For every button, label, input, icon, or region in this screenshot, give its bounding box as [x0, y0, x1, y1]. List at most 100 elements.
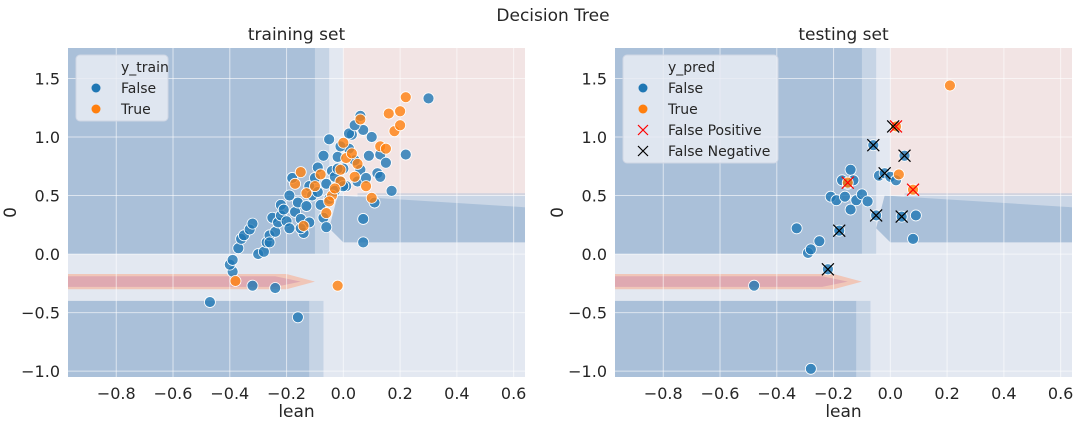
point-false: [839, 190, 851, 203]
point-true: [892, 168, 905, 181]
y-tick-label: 0.0: [582, 245, 607, 264]
point-false: [269, 282, 282, 294]
point-true: [394, 119, 407, 132]
point-false: [283, 222, 296, 235]
legend-box: [622, 54, 779, 164]
x-tick-label: 0.2: [934, 384, 959, 403]
point-false: [246, 279, 259, 292]
legend-entry-label: False Positive: [668, 123, 762, 139]
point-false-negative-x: [898, 149, 911, 163]
region-red-band: [615, 276, 848, 287]
y-tick-label: 0.0: [35, 245, 60, 264]
x-tick-label: −0.6: [154, 384, 193, 403]
point-false: [320, 221, 333, 234]
region-blue-lower-left: [68, 300, 310, 377]
legend-marker-dot: [638, 104, 648, 114]
region-pink-upper-right: [343, 48, 525, 196]
point-false: [300, 200, 313, 212]
point-false: [283, 189, 296, 202]
point-false-positive-x: [906, 183, 920, 197]
legend-marker-dot: [91, 104, 101, 114]
legend-title: y_train: [121, 60, 169, 76]
point-false: [277, 203, 290, 216]
point-false: [790, 222, 803, 235]
point-false-negative-x: [832, 224, 846, 238]
legend-marker-x: [637, 145, 649, 157]
scatter-points: [748, 79, 956, 375]
point-false-negative-x: [895, 210, 909, 224]
point-false: [357, 213, 370, 225]
y-tick-label: −0.5: [568, 304, 607, 323]
legend-marker-dot: [91, 83, 101, 93]
point-true: [354, 113, 367, 126]
point-false: [380, 156, 392, 169]
x-tick-label: 0.4: [444, 384, 469, 403]
point-false: [861, 195, 874, 208]
x-tick-label: 0.4: [991, 384, 1016, 403]
x-tick-label: 0.0: [878, 384, 903, 403]
x-tick-label: −0.4: [757, 384, 796, 403]
y-tick-label: 1.5: [582, 69, 607, 88]
region-blue-right-band: [876, 195, 1072, 243]
legend-marker-dot: [638, 83, 648, 93]
x-tick-label: −0.4: [210, 384, 249, 403]
y-tick-label: 1.0: [35, 128, 60, 147]
point-false: [844, 163, 857, 176]
point-true: [337, 136, 350, 149]
point-true: [300, 187, 313, 200]
point-false: [374, 170, 387, 183]
y-tick-label: 0.5: [35, 187, 60, 206]
point-true: [334, 163, 347, 176]
point-true: [365, 191, 378, 204]
point-false: [813, 235, 826, 248]
point-false-positive-x: [889, 120, 903, 133]
y-tick-label: 1.0: [582, 128, 607, 147]
point-false-negative-x: [866, 138, 880, 152]
point-true: [345, 147, 358, 160]
point-true: [394, 105, 407, 118]
point-true: [399, 91, 412, 104]
y-axis-label: 0: [548, 207, 568, 218]
x-tick-label: −0.8: [644, 384, 683, 403]
point-false: [292, 311, 304, 324]
point-true: [314, 168, 327, 181]
point-false: [399, 148, 412, 161]
legend-entry-label: False: [121, 81, 156, 97]
scatter-points: [204, 91, 435, 324]
legend-box: [75, 54, 169, 122]
point-true: [382, 107, 395, 120]
figure-suptitle: Decision Tree: [496, 6, 609, 26]
x-tick-label: −0.2: [267, 384, 306, 403]
legend-marker-x: [637, 124, 649, 136]
y-tick-label: −1.0: [568, 362, 607, 381]
decision-regions: [615, 48, 1072, 377]
point-true: [289, 177, 301, 190]
legend-entry-label: True: [120, 102, 151, 118]
region-blue-right-band-edge: [357, 193, 525, 208]
point-false: [907, 232, 919, 245]
x-tick-label: −0.8: [97, 384, 136, 403]
point-false: [226, 254, 239, 266]
x-tick-label: 0.0: [331, 384, 356, 403]
x-tick-label: 0.6: [1048, 384, 1073, 403]
training-set-panel: −0.8 −0.6 −0.4 −0.2 0.0 0.2 0.4 0.6 1.5 1.0 0.5 0.0…: [1, 25, 526, 422]
x-tick-label: −0.2: [814, 384, 853, 403]
panel-title: training set: [248, 25, 346, 45]
point-true: [229, 275, 242, 287]
point-false-negative-x: [886, 120, 900, 133]
point-false: [909, 209, 922, 222]
point-false: [362, 149, 375, 162]
legend-entry-label: True: [667, 102, 698, 118]
region-blue-right-band-edge: [904, 193, 1072, 208]
region-blue-lower-transition: [309, 300, 324, 377]
point-false: [422, 92, 435, 105]
point-true: [380, 142, 392, 155]
x-tick-label: 0.2: [387, 384, 412, 403]
point-false: [804, 362, 817, 375]
y-tick-label: 0.5: [582, 187, 607, 206]
y-tick-label: 1.5: [35, 69, 60, 88]
point-false: [804, 243, 817, 256]
point-false: [343, 127, 355, 140]
point-false-negative-x: [878, 166, 892, 180]
point-false-negative-x: [821, 262, 835, 276]
